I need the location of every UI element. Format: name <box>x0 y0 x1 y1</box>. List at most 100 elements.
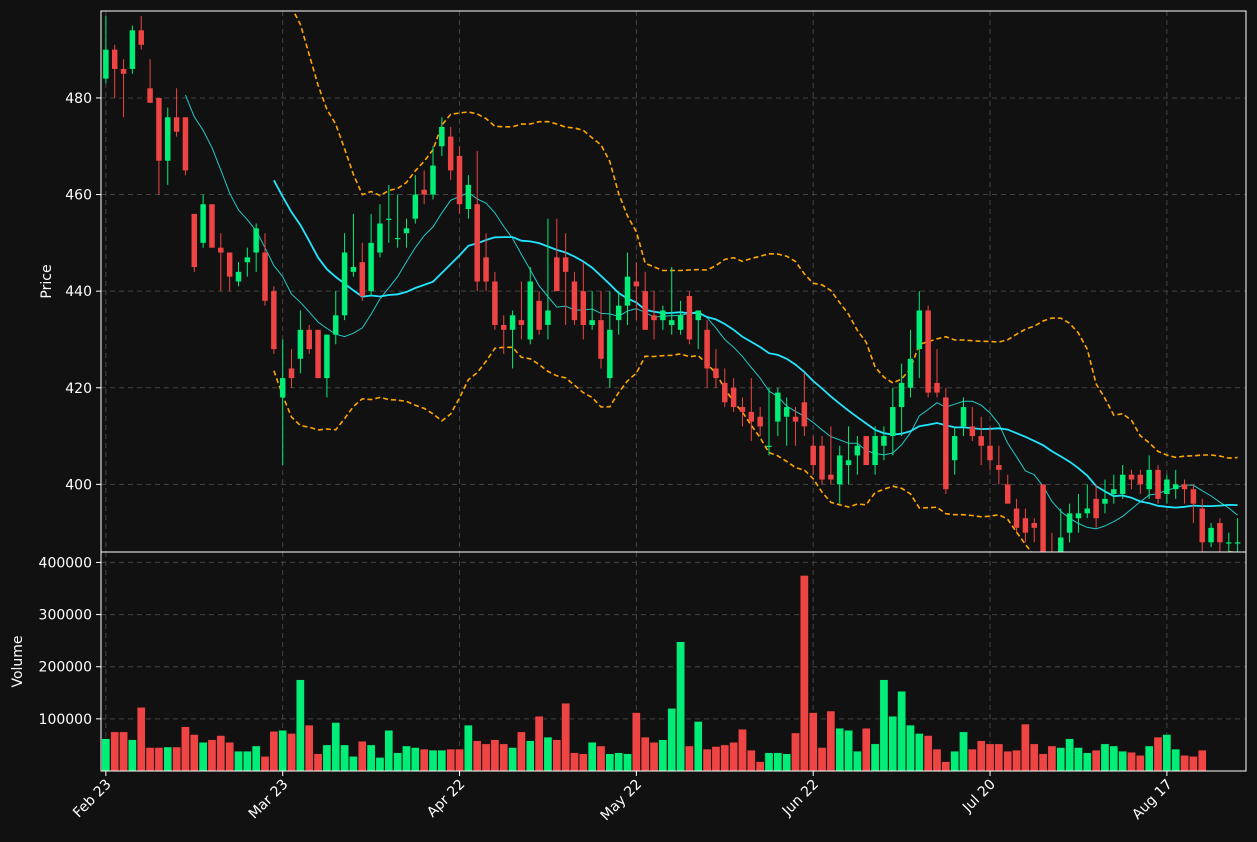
volume-bar <box>128 739 137 771</box>
candle <box>766 387 772 456</box>
candle-body <box>1022 518 1029 533</box>
candle-body <box>492 281 498 325</box>
candle-body <box>1217 523 1223 543</box>
candle-body <box>1004 484 1011 504</box>
candle <box>483 233 489 292</box>
candle-body <box>907 358 914 388</box>
candle <box>359 242 366 301</box>
candle <box>1031 518 1037 543</box>
candle <box>430 146 436 200</box>
candle <box>898 363 905 437</box>
volume-bar <box>411 747 420 771</box>
candle-body <box>173 117 180 132</box>
candle-body <box>439 126 445 147</box>
candle-body <box>819 445 825 480</box>
candle <box>1217 518 1223 552</box>
candle-body <box>182 117 189 171</box>
candle <box>456 146 463 214</box>
volume-bar <box>561 703 570 771</box>
volume-bar <box>1127 752 1136 771</box>
candle-body <box>686 295 693 340</box>
candle <box>624 252 631 325</box>
candle-body <box>562 257 569 272</box>
candle-body <box>987 445 993 461</box>
candle-body <box>1155 469 1161 499</box>
candle <box>571 271 578 325</box>
candle <box>111 44 118 98</box>
candle-body <box>156 97 162 161</box>
candles <box>103 15 1241 552</box>
candle-body <box>394 238 401 240</box>
candle-body <box>739 407 746 412</box>
volume-bar <box>490 739 500 771</box>
candle-body <box>1040 484 1046 552</box>
price-tick-label: 480 <box>65 91 92 107</box>
candle-body <box>315 329 321 379</box>
candle-body <box>783 407 790 417</box>
volume-bar <box>517 731 526 771</box>
volume-bar <box>861 728 871 771</box>
candle <box>492 271 498 330</box>
candle <box>633 262 640 321</box>
volume-bar <box>358 741 367 771</box>
candle-body <box>668 320 675 325</box>
candle <box>138 15 144 50</box>
volume-bar <box>216 735 226 771</box>
candle-body <box>509 315 516 330</box>
volume-tick-label: 100000 <box>39 712 92 728</box>
candle-body <box>943 397 949 490</box>
volume-bar <box>950 750 959 771</box>
candle <box>828 426 834 485</box>
candle-body <box>209 204 215 248</box>
candle-body <box>253 228 259 253</box>
candle-body <box>854 445 861 456</box>
volume-bar <box>163 746 173 771</box>
candle <box>739 397 746 427</box>
candle <box>377 204 383 258</box>
volume-bar <box>278 730 287 771</box>
candle-body <box>138 30 144 45</box>
volume-bar <box>234 750 243 771</box>
candle <box>527 267 534 345</box>
volume-bar <box>1136 755 1145 771</box>
volume-bar <box>296 679 305 771</box>
x-tick-label: Mar 23 <box>246 777 292 823</box>
candle <box>1119 465 1126 499</box>
volume-bar <box>1065 738 1074 771</box>
volume-bar <box>384 730 394 771</box>
candle <box>1199 498 1205 552</box>
volume-bar <box>870 743 880 771</box>
candle <box>103 15 109 84</box>
volume-bar <box>1029 743 1039 771</box>
candle <box>1013 498 1020 533</box>
candle <box>235 262 242 287</box>
candle-body <box>836 455 843 485</box>
volume-bar <box>596 745 606 771</box>
candle-body <box>934 382 940 393</box>
x-tick-label: Feb 23 <box>70 777 115 822</box>
candle <box>1093 484 1099 528</box>
volume-bar <box>1180 755 1189 771</box>
volume-axis-label: Volume <box>10 635 26 687</box>
candle-body <box>350 267 357 272</box>
candle-body <box>297 329 304 359</box>
candle-body <box>200 204 206 243</box>
candle <box>509 310 516 369</box>
volume-bar <box>172 746 181 771</box>
candle <box>279 339 286 466</box>
candle-body <box>996 465 1002 470</box>
candle-body <box>368 242 374 292</box>
candle <box>890 387 896 456</box>
volume-bar <box>110 731 119 771</box>
x-tick-label: Aug 17 <box>1129 777 1175 823</box>
candle-body <box>925 310 931 393</box>
sma-slow-line <box>273 179 1238 509</box>
volume-bar <box>260 756 270 771</box>
volume-bar <box>800 575 809 771</box>
volume-bar <box>1091 749 1101 771</box>
volume-bar <box>658 739 668 771</box>
volume-bar <box>181 726 190 771</box>
volume-bar <box>1189 756 1198 771</box>
volume-bar <box>932 748 942 771</box>
volume-bar <box>446 748 455 771</box>
